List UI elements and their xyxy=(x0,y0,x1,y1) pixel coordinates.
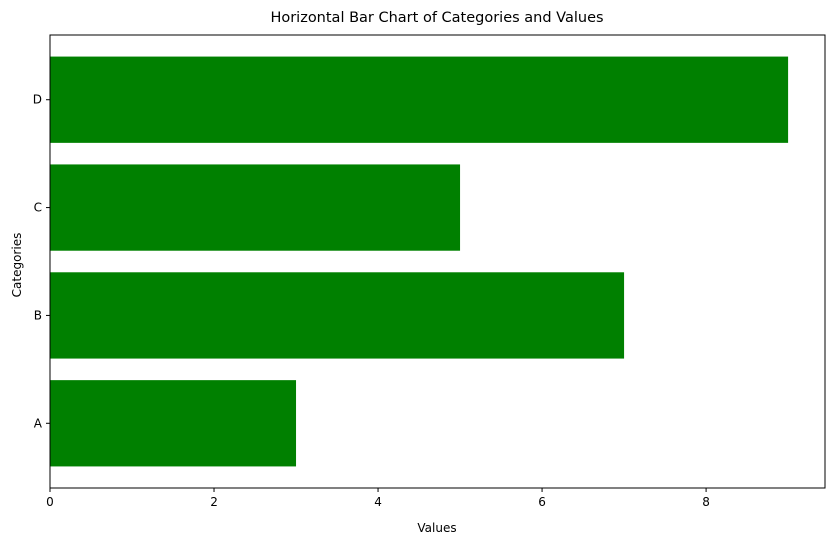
y-tick-label-D: D xyxy=(33,93,42,107)
x-axis-title: Values xyxy=(417,521,456,535)
y-tick-label-A: A xyxy=(34,416,43,430)
y-axis-ticks: A B C D xyxy=(33,93,50,430)
x-tick-label-0: 0 xyxy=(46,495,54,509)
chart-title: Horizontal Bar Chart of Categories and V… xyxy=(270,10,603,26)
x-tick-label-6: 6 xyxy=(538,495,546,509)
y-tick-label-B: B xyxy=(34,308,42,322)
bar-A xyxy=(50,380,297,467)
y-tick-label-C: C xyxy=(34,201,42,215)
bars-group xyxy=(50,56,789,467)
x-tick-label-8: 8 xyxy=(702,495,710,509)
bar-B xyxy=(50,272,625,359)
x-axis-ticks: 0 2 4 6 8 xyxy=(46,488,710,509)
x-tick-label-4: 4 xyxy=(374,495,382,509)
axes-frame xyxy=(49,34,826,489)
y-axis-title: Categories xyxy=(10,233,24,298)
bar-C xyxy=(50,164,461,251)
plot-frame xyxy=(49,34,826,489)
bar-D xyxy=(50,56,789,143)
x-tick-label-2: 2 xyxy=(210,495,218,509)
